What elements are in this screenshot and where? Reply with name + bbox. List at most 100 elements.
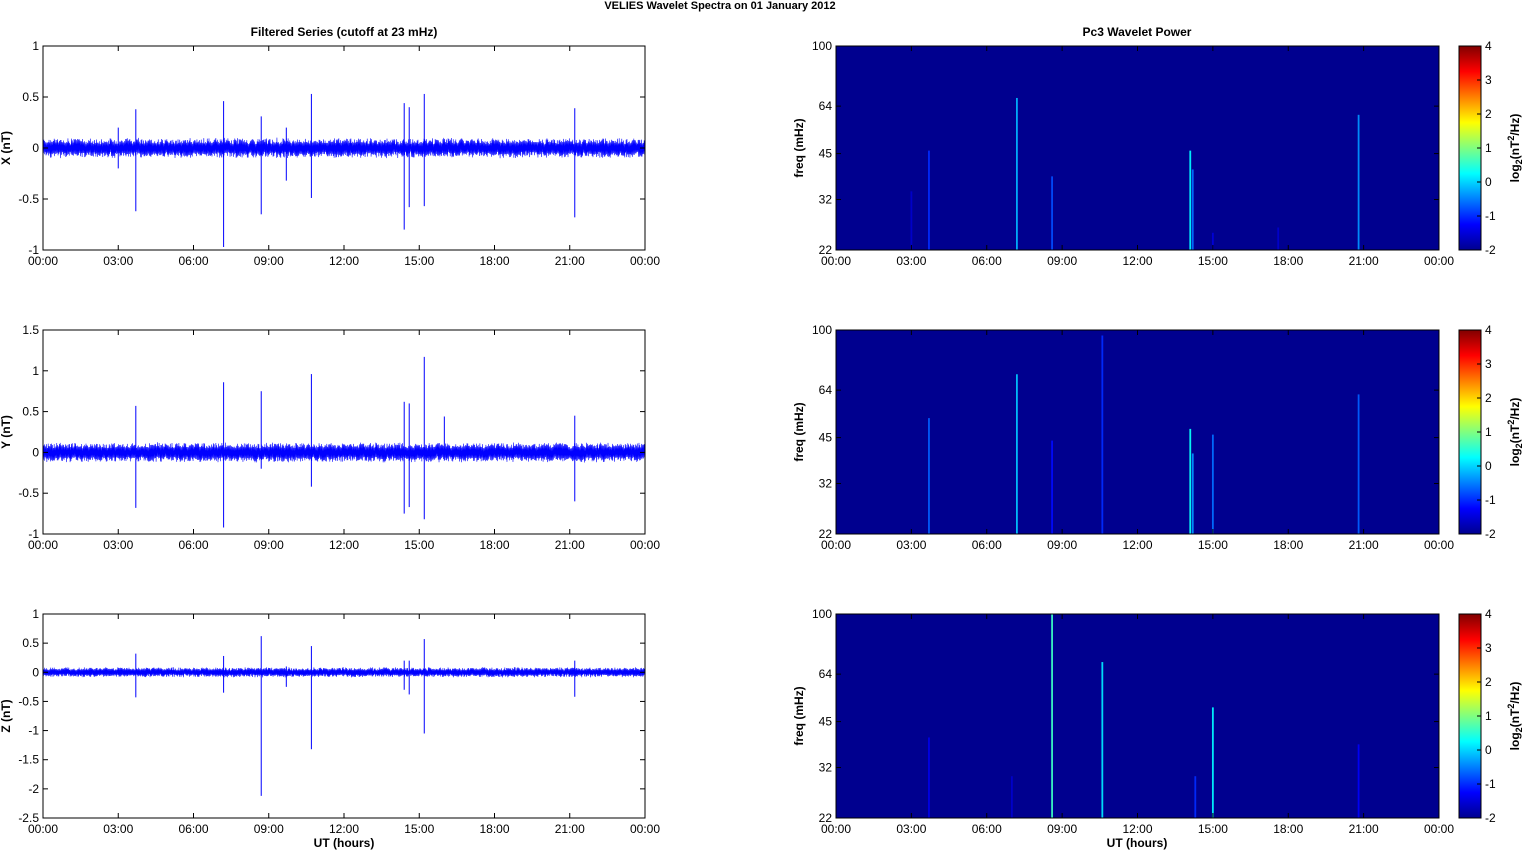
x-tick-label: 12:00 xyxy=(1122,254,1152,268)
colorbar-label-log: log xyxy=(1508,732,1522,750)
colorbar-tick-label: 1 xyxy=(1485,709,1492,723)
x-tick-label: 18:00 xyxy=(479,822,509,836)
y-tick-label: -0.5 xyxy=(18,486,39,500)
y-tick-label: 0 xyxy=(32,141,39,155)
x-tick-label: 06:00 xyxy=(178,822,208,836)
x-tick-label: 18:00 xyxy=(1273,254,1303,268)
colorbar-tick-label: 0 xyxy=(1485,459,1492,473)
x-tick-label: 00:00 xyxy=(28,822,58,836)
y-tick-label: 64 xyxy=(819,383,833,397)
colorbar-tick-label: 4 xyxy=(1485,39,1492,53)
x-tick-label: 15:00 xyxy=(404,254,434,268)
power-burst xyxy=(928,737,930,818)
y-tick-label: -2 xyxy=(28,782,39,796)
x-tick-label: 09:00 xyxy=(254,822,284,836)
y-tick-label: 32 xyxy=(819,477,833,491)
y-tick-label: 32 xyxy=(819,193,833,207)
power-burst xyxy=(1357,394,1360,534)
x-tick-label: 03:00 xyxy=(896,822,926,836)
axes-frame xyxy=(42,329,646,535)
colorbar-tick-label: 3 xyxy=(1485,357,1492,371)
x-tick-label: 09:00 xyxy=(254,538,284,552)
x-tick-label: 03:00 xyxy=(103,822,133,836)
y-tick-label: 45 xyxy=(819,431,833,445)
x-tick-label: 12:00 xyxy=(1122,538,1152,552)
power-burst xyxy=(1211,434,1214,534)
colorbar-tick-label: 1 xyxy=(1485,425,1492,439)
colorbar-tick-label: 3 xyxy=(1485,73,1492,87)
x-tick-label: 09:00 xyxy=(1047,822,1077,836)
y-tick-label: 0.5 xyxy=(22,636,39,650)
x-tick-label: 12:00 xyxy=(1122,822,1152,836)
x-tick-label: 09:00 xyxy=(1047,254,1077,268)
x-tick-label: 03:00 xyxy=(896,254,926,268)
left-xlabel: UT (hours) xyxy=(314,836,375,850)
x-tick-label: 06:00 xyxy=(972,538,1002,552)
y-tick-label: -0.5 xyxy=(18,192,39,206)
y-tick-label: 32 xyxy=(819,761,833,775)
colorbar-label-unit: (nT xyxy=(1508,424,1522,443)
power-burst xyxy=(1051,614,1053,818)
y-tick-label: -1.5 xyxy=(18,753,39,767)
spectrogram-background xyxy=(836,46,1439,250)
power-burst xyxy=(1051,176,1053,250)
x-tick-label: 06:00 xyxy=(178,254,208,268)
y-axis-label: freq (mHz) xyxy=(792,686,806,745)
x-tick-label: 12:00 xyxy=(329,538,359,552)
power-burst xyxy=(1051,440,1053,534)
colorbar-label-sup: 2 xyxy=(1506,136,1516,141)
x-tick-label: 15:00 xyxy=(1198,822,1228,836)
y-tick-label: 0 xyxy=(32,665,39,679)
colorbar-label-unit: (nT xyxy=(1508,140,1522,159)
y-axis-label: freq (mHz) xyxy=(792,118,806,177)
power-burst xyxy=(1189,150,1192,250)
x-tick-label: 00:00 xyxy=(630,254,660,268)
x-tick-label: 00:00 xyxy=(630,822,660,836)
colorbar-tick-label: 2 xyxy=(1485,391,1492,405)
colorbar-label-sub: 2 xyxy=(1514,727,1524,732)
x-tick-label: 21:00 xyxy=(1349,254,1379,268)
y-axis-label: Y (nT) xyxy=(0,415,13,449)
power-burst xyxy=(928,418,930,534)
colorbar-label-sup: 2 xyxy=(1506,420,1516,425)
x-tick-label: 00:00 xyxy=(1424,822,1454,836)
colorbar-tick-label: -2 xyxy=(1485,527,1496,541)
right-xlabel: UT (hours) xyxy=(1107,836,1168,850)
y-tick-label: 22 xyxy=(819,811,833,825)
colorbar-tick-label: -1 xyxy=(1485,777,1496,791)
power-burst xyxy=(1101,662,1104,818)
x-tick-label: 21:00 xyxy=(555,538,585,552)
x-tick-label: 21:00 xyxy=(1349,822,1379,836)
colorbar-label-log: log xyxy=(1508,164,1522,182)
y-tick-label: -1 xyxy=(28,243,39,257)
series-noise-line xyxy=(42,667,646,678)
y-tick-label: 45 xyxy=(819,147,833,161)
x-tick-label: 18:00 xyxy=(479,538,509,552)
power-burst xyxy=(1277,227,1280,250)
x-tick-label: 18:00 xyxy=(479,254,509,268)
x-tick-label: 03:00 xyxy=(103,254,133,268)
right-column-title: Pc3 Wavelet Power xyxy=(1083,25,1192,39)
power-burst xyxy=(1191,453,1194,534)
series-noise-line xyxy=(42,137,646,159)
x-tick-label: 15:00 xyxy=(1198,538,1228,552)
power-burst xyxy=(910,191,913,250)
x-tick-label: 00:00 xyxy=(1424,538,1454,552)
y-tick-label: -1 xyxy=(28,527,39,541)
colorbar-tick-label: -1 xyxy=(1485,493,1496,507)
left-column-title: Filtered Series (cutoff at 23 mHz) xyxy=(251,25,438,39)
x-tick-label: 06:00 xyxy=(972,822,1002,836)
y-axis-label: freq (mHz) xyxy=(792,402,806,461)
colorbar-tick-label: 4 xyxy=(1485,607,1492,621)
power-burst xyxy=(1357,744,1360,818)
y-axis-label: X (nT) xyxy=(0,131,13,165)
colorbar-label-sub: 2 xyxy=(1514,443,1524,448)
x-tick-label: 21:00 xyxy=(555,254,585,268)
x-tick-label: 03:00 xyxy=(103,538,133,552)
y-tick-label: -1 xyxy=(28,724,39,738)
y-tick-label: 100 xyxy=(812,39,832,53)
power-burst xyxy=(1189,428,1192,534)
colorbar-label-per: /Hz) xyxy=(1508,398,1522,420)
y-tick-label: 22 xyxy=(819,243,833,257)
